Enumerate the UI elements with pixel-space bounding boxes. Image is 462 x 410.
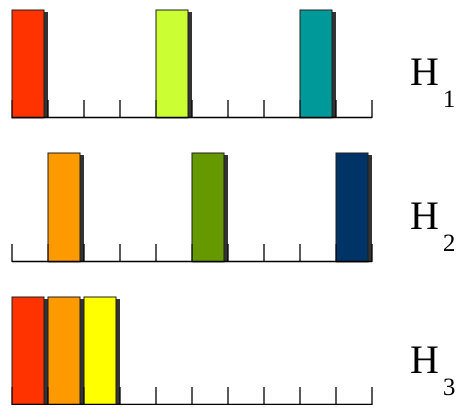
row-label-subscript: 3 bbox=[442, 374, 456, 401]
row-label-subscript: 2 bbox=[442, 230, 456, 257]
row-label-main: H bbox=[410, 337, 439, 382]
bar-shadow bbox=[115, 299, 120, 405]
bar-shadow bbox=[43, 299, 48, 405]
row-label-h2: H2 bbox=[410, 193, 455, 258]
bar bbox=[191, 152, 225, 263]
bar-shadow bbox=[79, 299, 84, 405]
bar bbox=[11, 296, 45, 406]
row-label-h1: H1 bbox=[410, 49, 455, 114]
row-1 bbox=[11, 9, 373, 119]
bar bbox=[335, 152, 369, 263]
row-2 bbox=[11, 152, 373, 263]
row-3 bbox=[11, 296, 373, 406]
bar-shadow bbox=[187, 12, 192, 118]
bar-shadow bbox=[331, 12, 336, 118]
bar bbox=[155, 9, 189, 119]
row-label-h3: H3 bbox=[410, 337, 455, 402]
bar-shadow bbox=[79, 155, 84, 262]
bar bbox=[299, 9, 333, 119]
row-label-subscript: 1 bbox=[442, 86, 456, 113]
row-label-main: H bbox=[410, 49, 439, 94]
bar bbox=[47, 296, 81, 406]
bar bbox=[11, 9, 45, 119]
bar-shadow bbox=[43, 12, 48, 118]
bar bbox=[47, 152, 81, 263]
bar-shadow bbox=[223, 155, 228, 262]
bar-shadow bbox=[367, 155, 372, 262]
bar bbox=[83, 296, 117, 406]
row-label-main: H bbox=[410, 193, 439, 238]
